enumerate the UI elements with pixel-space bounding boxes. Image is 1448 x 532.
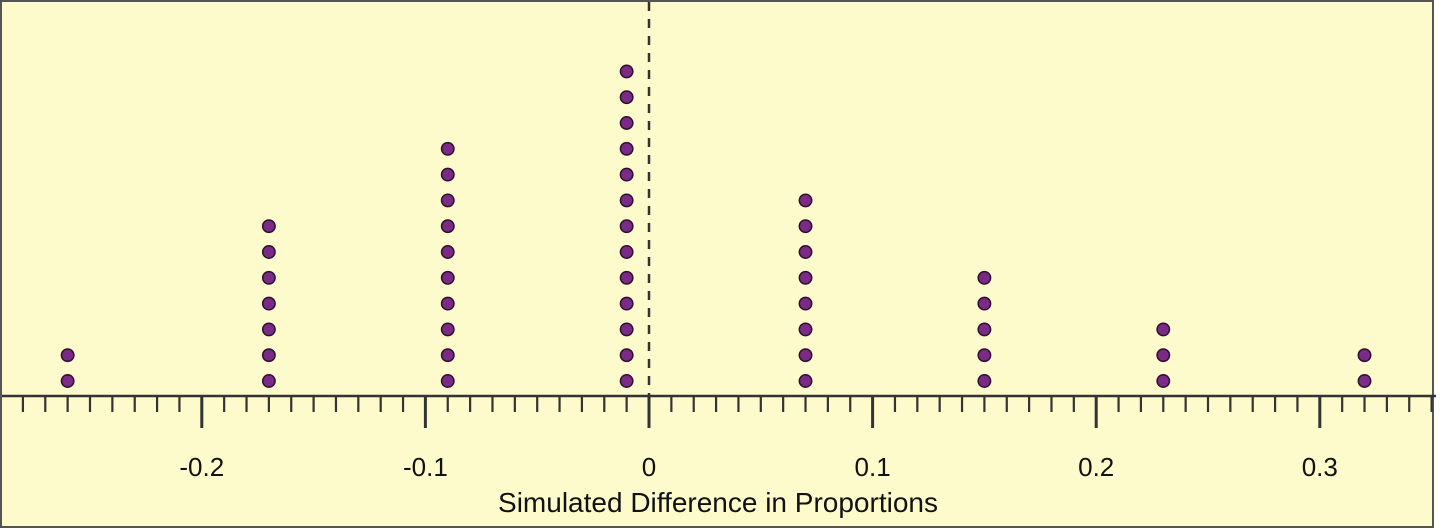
- dot: [798, 219, 813, 234]
- dot: [619, 296, 634, 311]
- dot: [440, 322, 455, 337]
- dot: [619, 64, 634, 79]
- x-axis-ticks: [21, 396, 1433, 428]
- dot-stack: [798, 193, 813, 388]
- dot: [1357, 348, 1372, 363]
- dot-stack: [977, 270, 992, 388]
- dot: [440, 374, 455, 388]
- dot-stack: [440, 141, 455, 388]
- dot: [798, 245, 813, 259]
- dot: [619, 270, 634, 285]
- dot: [798, 374, 813, 388]
- dot: [798, 193, 813, 208]
- x-tick-label: -0.2: [179, 452, 224, 482]
- dot: [261, 270, 276, 285]
- dot: [60, 374, 75, 388]
- dot-stacks: [60, 64, 1372, 388]
- dot: [440, 167, 455, 182]
- dot: [440, 141, 455, 156]
- dot: [977, 348, 992, 363]
- x-axis-tick-labels: -0.2 -0.1 0 0.1 0.2 0.3: [179, 452, 1337, 482]
- dot: [1156, 374, 1171, 388]
- dot-stack: [1357, 348, 1372, 388]
- dot: [619, 193, 634, 208]
- dot: [619, 141, 634, 156]
- dot-stack: [1156, 322, 1171, 388]
- dot: [798, 296, 813, 311]
- x-tick-label: 0.3: [1302, 452, 1338, 482]
- dot: [619, 167, 634, 182]
- dot: [619, 374, 634, 388]
- dot: [261, 322, 276, 337]
- dot-stack: [60, 348, 75, 388]
- dot: [619, 116, 634, 130]
- dot: [798, 270, 813, 285]
- dot: [977, 270, 992, 285]
- dot: [977, 322, 992, 337]
- dot: [440, 193, 455, 208]
- dot: [261, 374, 276, 388]
- dot-stack: [619, 64, 634, 388]
- dot: [440, 219, 455, 234]
- x-tick-label: 0.1: [855, 452, 891, 482]
- dot: [1357, 374, 1372, 388]
- dot: [440, 296, 455, 311]
- dot: [440, 270, 455, 285]
- dot: [261, 296, 276, 311]
- dot: [619, 245, 634, 259]
- x-axis-title: Simulated Difference in Proportions: [498, 487, 938, 518]
- x-tick-label: 0.2: [1078, 452, 1114, 482]
- dot: [261, 219, 276, 234]
- x-tick-label: 0: [642, 452, 656, 482]
- dot: [440, 245, 455, 259]
- dot-stack: [261, 219, 276, 388]
- x-tick-label: -0.1: [403, 452, 448, 482]
- dot: [1156, 322, 1171, 337]
- dot: [619, 90, 634, 105]
- dot: [619, 322, 634, 337]
- dot: [1156, 348, 1171, 363]
- dot: [619, 219, 634, 234]
- dot: [261, 348, 276, 363]
- dot: [60, 348, 75, 363]
- dot: [798, 348, 813, 363]
- dot: [619, 348, 634, 363]
- dot: [798, 322, 813, 337]
- dot: [977, 296, 992, 311]
- dot: [261, 245, 276, 259]
- dot: [440, 348, 455, 363]
- dot: [977, 374, 992, 388]
